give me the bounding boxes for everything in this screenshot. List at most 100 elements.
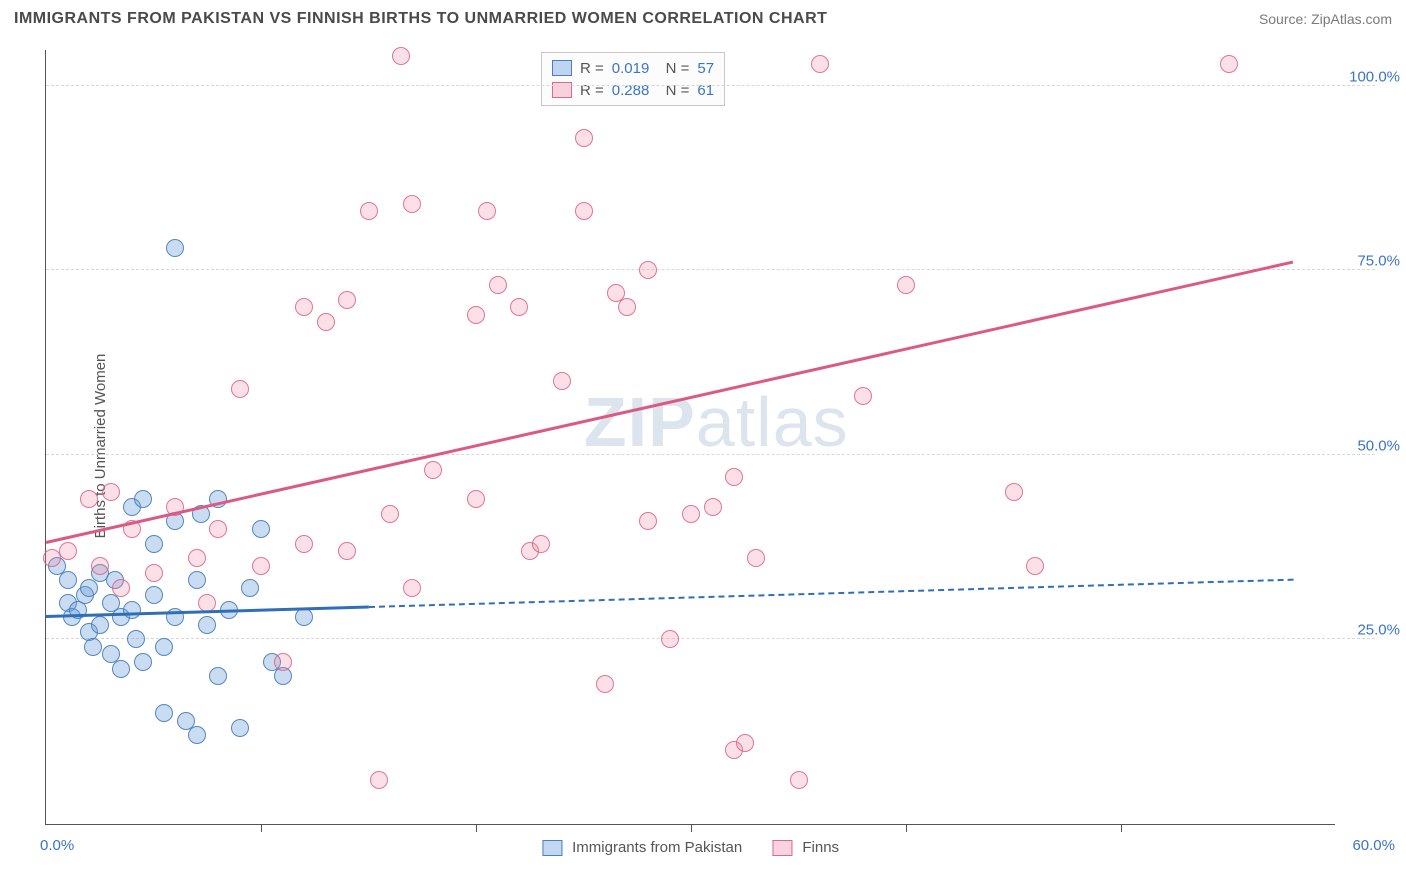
swatch-pink xyxy=(772,840,792,856)
data-point-pink xyxy=(1220,55,1238,73)
data-point-pink xyxy=(639,261,657,279)
data-point-pink xyxy=(59,542,77,560)
data-point-blue xyxy=(91,616,109,634)
x-axis-min-label: 0.0% xyxy=(40,837,74,854)
x-tick xyxy=(906,824,907,832)
scatter-plot-area: ZIPatlas R = 0.019 N = 57 R = 0.288 N = … xyxy=(45,50,1335,825)
data-point-pink xyxy=(1026,557,1044,575)
data-point-blue xyxy=(112,660,130,678)
data-point-blue xyxy=(59,571,77,589)
data-point-blue xyxy=(188,571,206,589)
chart-title: IMMIGRANTS FROM PAKISTAN VS FINNISH BIRT… xyxy=(14,10,827,28)
swatch-blue xyxy=(542,840,562,856)
data-point-blue xyxy=(155,638,173,656)
n-value-blue: 57 xyxy=(697,60,714,77)
data-point-blue xyxy=(84,638,102,656)
data-point-pink xyxy=(188,549,206,567)
data-point-blue xyxy=(127,630,145,648)
r-value-blue: 0.019 xyxy=(612,60,650,77)
data-point-pink xyxy=(478,202,496,220)
data-point-pink xyxy=(360,202,378,220)
data-point-pink xyxy=(317,313,335,331)
data-point-pink xyxy=(467,490,485,508)
data-point-blue xyxy=(80,579,98,597)
data-point-pink xyxy=(596,675,614,693)
chart-header: IMMIGRANTS FROM PAKISTAN VS FINNISH BIRT… xyxy=(14,10,1392,28)
data-point-pink xyxy=(295,535,313,553)
data-point-pink xyxy=(682,505,700,523)
correlation-legend: R = 0.019 N = 57 R = 0.288 N = 61 xyxy=(541,52,725,106)
data-point-pink xyxy=(811,55,829,73)
data-point-pink xyxy=(575,129,593,147)
data-point-blue xyxy=(231,719,249,737)
y-tick-label: 75.0% xyxy=(1357,253,1400,270)
x-tick xyxy=(1121,824,1122,832)
data-point-pink xyxy=(209,520,227,538)
data-point-pink xyxy=(424,461,442,479)
data-point-pink xyxy=(736,734,754,752)
data-point-pink xyxy=(274,653,292,671)
data-point-blue xyxy=(123,601,141,619)
chart-source: Source: ZipAtlas.com xyxy=(1259,11,1392,27)
data-point-pink xyxy=(747,549,765,567)
x-tick xyxy=(691,824,692,832)
data-point-pink xyxy=(80,490,98,508)
data-point-blue xyxy=(209,667,227,685)
data-point-blue xyxy=(145,586,163,604)
trend-line xyxy=(46,261,1294,544)
data-point-pink xyxy=(370,771,388,789)
gridline xyxy=(46,638,1375,639)
gridline xyxy=(46,269,1375,270)
data-point-pink xyxy=(489,276,507,294)
data-point-pink xyxy=(532,535,550,553)
legend-row-blue: R = 0.019 N = 57 xyxy=(552,57,714,79)
data-point-pink xyxy=(252,557,270,575)
data-point-pink xyxy=(1005,483,1023,501)
data-point-blue xyxy=(134,653,152,671)
data-point-pink xyxy=(467,306,485,324)
x-axis-max-label: 60.0% xyxy=(1352,837,1395,854)
data-point-pink xyxy=(553,372,571,390)
gridline xyxy=(46,85,1375,86)
r-label: R = xyxy=(580,60,604,77)
x-tick xyxy=(476,824,477,832)
series-legend: Immigrants from Pakistan Finns xyxy=(542,839,839,856)
y-tick-label: 25.0% xyxy=(1357,622,1400,639)
data-point-pink xyxy=(338,291,356,309)
legend-item-pink: Finns xyxy=(772,839,839,856)
data-point-pink xyxy=(704,498,722,516)
swatch-blue xyxy=(552,60,572,76)
data-point-pink xyxy=(575,202,593,220)
gridline xyxy=(46,454,1375,455)
data-point-pink xyxy=(790,771,808,789)
data-point-blue xyxy=(166,239,184,257)
data-point-pink xyxy=(618,298,636,316)
watermark: ZIPatlas xyxy=(584,382,849,462)
data-point-pink xyxy=(381,505,399,523)
data-point-pink xyxy=(231,380,249,398)
data-point-pink xyxy=(145,564,163,582)
data-point-blue xyxy=(241,579,259,597)
trend-line xyxy=(368,578,1293,607)
data-point-pink xyxy=(112,579,130,597)
n-label: N = xyxy=(657,60,689,77)
data-point-pink xyxy=(295,298,313,316)
data-point-pink xyxy=(338,542,356,560)
data-point-blue xyxy=(134,490,152,508)
data-point-pink xyxy=(510,298,528,316)
data-point-pink xyxy=(91,557,109,575)
data-point-pink xyxy=(661,630,679,648)
data-point-blue xyxy=(198,616,216,634)
data-point-pink xyxy=(639,512,657,530)
data-point-pink xyxy=(392,47,410,65)
data-point-pink xyxy=(403,195,421,213)
data-point-pink xyxy=(854,387,872,405)
data-point-blue xyxy=(188,726,206,744)
data-point-pink xyxy=(102,483,120,501)
data-point-blue xyxy=(145,535,163,553)
data-point-blue xyxy=(252,520,270,538)
data-point-pink xyxy=(725,468,743,486)
data-point-blue xyxy=(295,608,313,626)
x-tick xyxy=(261,824,262,832)
data-point-pink xyxy=(403,579,421,597)
